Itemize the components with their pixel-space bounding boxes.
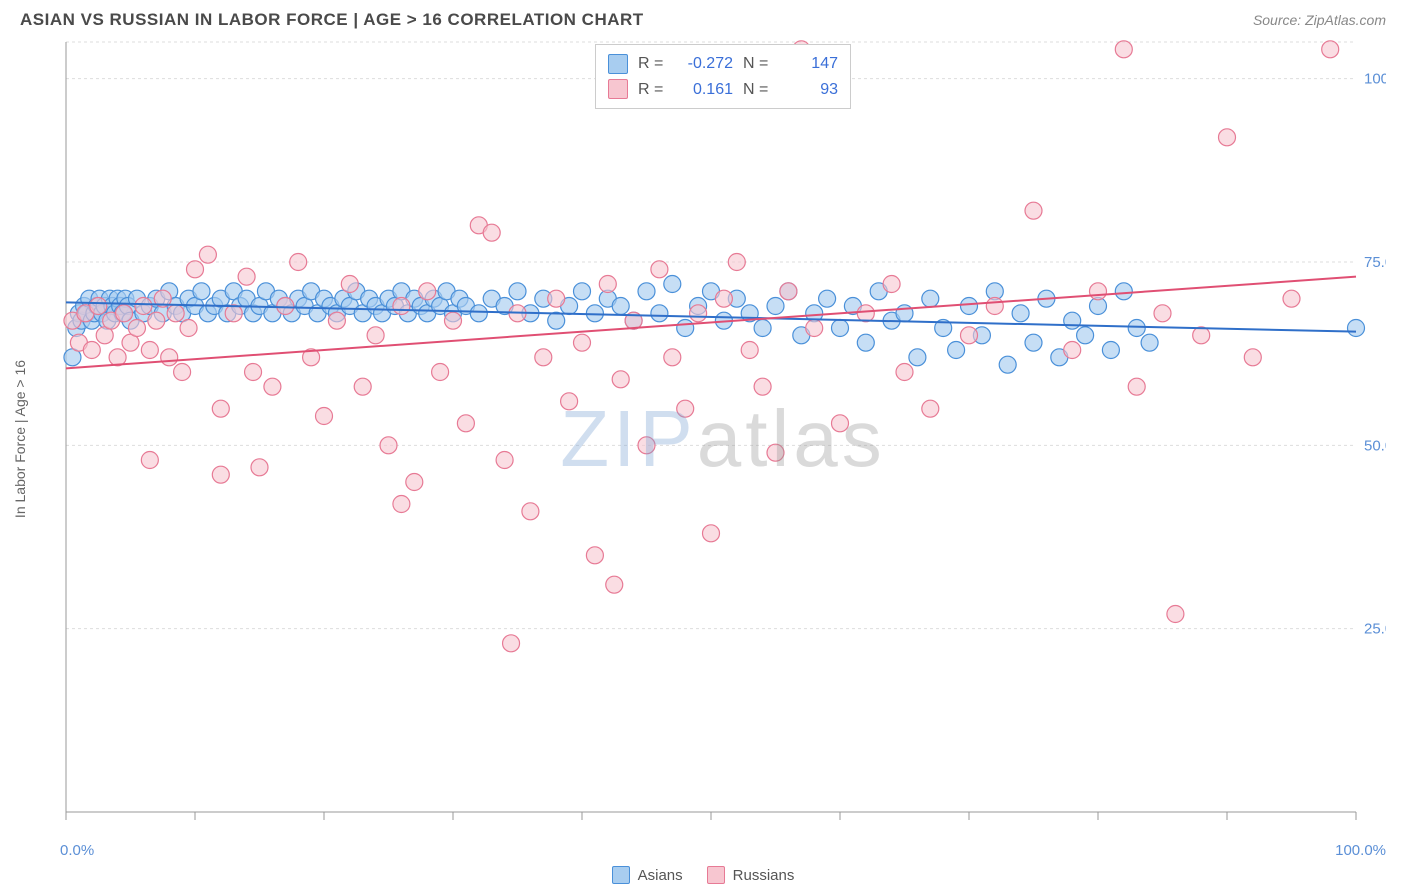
- series-legend-item: Asians: [612, 866, 683, 884]
- x-axis-max-label: 100.0%: [1335, 842, 1386, 859]
- x-axis-min-label: 0.0%: [60, 842, 94, 859]
- svg-text:75.0%: 75.0%: [1364, 254, 1386, 271]
- correlation-legend: R = -0.272 N = 147 R = 0.161 N = 93: [595, 44, 851, 109]
- legend-swatch: [608, 54, 628, 74]
- legend-n-label: N =: [743, 51, 773, 77]
- legend-swatch: [707, 866, 725, 884]
- x-axis-labels: 0.0% 100.0%: [60, 842, 1386, 862]
- y-axis-label: In Labor Force | Age > 16: [12, 360, 28, 518]
- svg-text:25.0%: 25.0%: [1364, 621, 1386, 638]
- svg-text:50.0%: 50.0%: [1364, 437, 1386, 454]
- legend-r-label: R =: [638, 77, 668, 103]
- svg-text:100.0%: 100.0%: [1364, 71, 1386, 88]
- series-legend-label: Asians: [638, 867, 683, 884]
- chart-container: In Labor Force | Age > 16 25.0%50.0%75.0…: [60, 36, 1386, 842]
- legend-r-value: -0.272: [678, 51, 733, 77]
- series-legend: Asians Russians: [0, 862, 1406, 884]
- legend-n-value: 147: [783, 51, 838, 77]
- chart-source: Source: ZipAtlas.com: [1253, 12, 1386, 28]
- correlation-legend-row: R = -0.272 N = 147: [608, 51, 838, 77]
- legend-n-value: 93: [783, 77, 838, 103]
- legend-n-label: N =: [743, 77, 773, 103]
- series-legend-item: Russians: [707, 866, 795, 884]
- chart-title: ASIAN VS RUSSIAN IN LABOR FORCE | AGE > …: [20, 10, 644, 30]
- legend-r-label: R =: [638, 51, 668, 77]
- chart-header: ASIAN VS RUSSIAN IN LABOR FORCE | AGE > …: [0, 0, 1406, 36]
- legend-swatch: [608, 79, 628, 99]
- scatter-chart: 25.0% 50.0% 75.0% 100.0%: [60, 36, 1386, 826]
- legend-r-value: 0.161: [678, 77, 733, 103]
- legend-swatch: [612, 866, 630, 884]
- series-legend-label: Russians: [733, 867, 795, 884]
- correlation-legend-row: R = 0.161 N = 93: [608, 77, 838, 103]
